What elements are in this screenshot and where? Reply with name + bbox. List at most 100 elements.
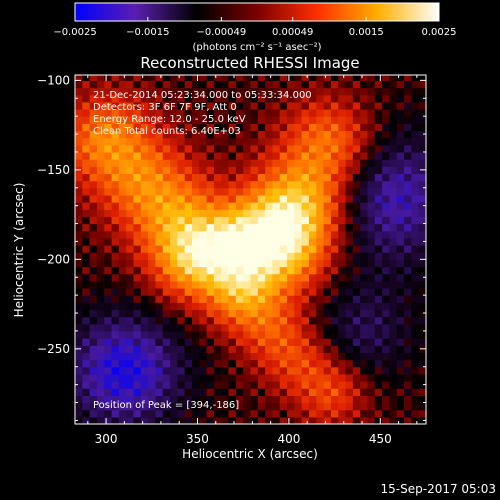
heatmap-cell bbox=[184, 295, 193, 303]
heatmap-cell bbox=[404, 338, 412, 346]
heatmap-cell bbox=[155, 287, 164, 296]
heatmap-cell bbox=[287, 75, 295, 81]
heatmap-cell bbox=[133, 75, 142, 81]
heatmap-cell bbox=[235, 194, 244, 203]
heatmap-cell bbox=[118, 87, 127, 96]
heatmap-cell bbox=[404, 266, 412, 275]
heatmap-cell bbox=[367, 130, 376, 139]
heatmap-cell bbox=[352, 101, 361, 110]
heatmap-cell bbox=[374, 116, 383, 124]
annotation-line: Energy Range: 12.0 - 25.0 keV bbox=[93, 114, 246, 125]
heatmap-cell bbox=[162, 87, 171, 96]
heatmap-cell bbox=[89, 159, 98, 167]
heatmap-cell bbox=[177, 416, 186, 424]
heatmap-cell bbox=[265, 359, 274, 368]
heatmap-cell bbox=[75, 237, 83, 246]
heatmap-cell bbox=[338, 359, 347, 368]
heatmap-cell bbox=[140, 101, 149, 110]
heatmap-cell bbox=[162, 280, 171, 289]
heatmap-cell bbox=[250, 316, 259, 325]
heatmap-cell bbox=[396, 159, 405, 167]
heatmap-cell bbox=[170, 144, 178, 153]
heatmap-cell bbox=[206, 151, 215, 160]
heatmap-cell bbox=[330, 123, 339, 132]
heatmap-cell bbox=[389, 123, 398, 132]
heatmap-cell bbox=[82, 366, 91, 375]
heatmap-cell bbox=[89, 373, 98, 382]
heatmap-cell bbox=[213, 130, 222, 139]
heatmap-cell bbox=[287, 395, 295, 404]
heatmap-cell bbox=[228, 75, 237, 81]
heatmap-cell bbox=[213, 151, 222, 160]
heatmap-cell bbox=[411, 237, 420, 246]
heatmap-cell bbox=[199, 87, 208, 96]
heatmap-cell bbox=[177, 130, 186, 139]
heatmap-cell bbox=[89, 194, 98, 203]
footer-timestamp: 15-Sep-2017 05:03 bbox=[381, 482, 496, 496]
heatmap-cell bbox=[75, 87, 83, 96]
heatmap-cell bbox=[133, 130, 142, 139]
heatmap-cell bbox=[148, 402, 157, 411]
heatmap-cell bbox=[75, 416, 83, 424]
heatmap-cell bbox=[104, 159, 113, 167]
heatmap-cell bbox=[396, 180, 405, 189]
heatmap-cell bbox=[243, 223, 252, 232]
heatmap-cell bbox=[352, 287, 361, 296]
heatmap-cell bbox=[330, 395, 339, 404]
heatmap-cell bbox=[148, 101, 157, 110]
heatmap-cell bbox=[404, 123, 412, 132]
heatmap-cell bbox=[89, 101, 98, 110]
heatmap-cell bbox=[367, 402, 376, 411]
heatmap-cell bbox=[206, 137, 215, 146]
heatmap-cell bbox=[360, 94, 369, 103]
heatmap-cell bbox=[352, 295, 361, 303]
heatmap-cell bbox=[287, 330, 295, 339]
heatmap-cell bbox=[140, 395, 149, 404]
heatmap-cell bbox=[265, 159, 274, 167]
heatmap-cell bbox=[221, 137, 230, 146]
heatmap-cell bbox=[82, 151, 91, 160]
heatmap-cell bbox=[287, 237, 295, 246]
heatmap-cell bbox=[360, 409, 369, 418]
heatmap-cell bbox=[111, 416, 120, 424]
heatmap-cell bbox=[111, 101, 120, 110]
heatmap-cell bbox=[389, 280, 398, 289]
heatmap-cell bbox=[418, 373, 426, 382]
heatmap-cell bbox=[118, 302, 127, 311]
heatmap-cell bbox=[170, 323, 178, 332]
heatmap-cell bbox=[330, 266, 339, 275]
heatmap-cell bbox=[345, 237, 354, 246]
heatmap-cell bbox=[228, 101, 237, 110]
heatmap-cell bbox=[316, 316, 325, 325]
heatmap-cell bbox=[404, 359, 412, 368]
heatmap-cell bbox=[294, 252, 303, 260]
heatmap-cell bbox=[345, 381, 354, 389]
heatmap-cell bbox=[382, 101, 391, 110]
heatmap-cell bbox=[418, 202, 426, 210]
heatmap-cell bbox=[360, 366, 369, 375]
heatmap-cell bbox=[257, 75, 266, 81]
heatmap-cell bbox=[374, 101, 383, 110]
heatmap-cell bbox=[272, 87, 281, 96]
heatmap-cell bbox=[345, 366, 354, 375]
heatmap-cell bbox=[221, 381, 230, 389]
heatmap-cell bbox=[301, 194, 310, 203]
heatmap-cell bbox=[235, 245, 244, 253]
heatmap-cell bbox=[279, 202, 288, 210]
heatmap-cell bbox=[279, 144, 288, 153]
heatmap-cell bbox=[345, 101, 354, 110]
heatmap-cell bbox=[170, 80, 178, 89]
heatmap-cell bbox=[330, 409, 339, 418]
heatmap-cell bbox=[133, 295, 142, 303]
heatmap-cell bbox=[301, 280, 310, 289]
heatmap-cell bbox=[352, 173, 361, 182]
heatmap-cell bbox=[148, 116, 157, 124]
heatmap-cell bbox=[294, 287, 303, 296]
heatmap-cell bbox=[89, 173, 98, 182]
heatmap-cell bbox=[235, 159, 244, 167]
heatmap-cell bbox=[126, 130, 135, 139]
heatmap-cell bbox=[235, 302, 244, 311]
heatmap-cell bbox=[148, 80, 157, 89]
heatmap-cell bbox=[206, 309, 215, 318]
heatmap-cell bbox=[89, 80, 98, 89]
